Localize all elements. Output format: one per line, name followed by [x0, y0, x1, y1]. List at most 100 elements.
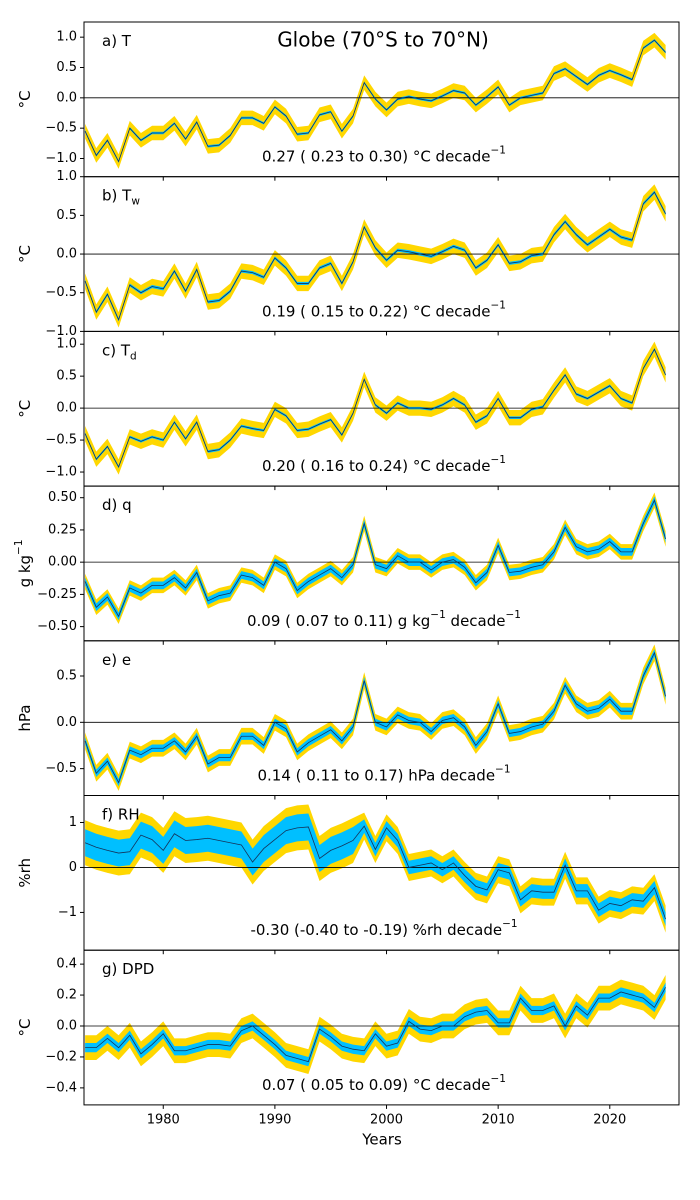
y-tick-label: −1.0	[45, 151, 77, 166]
trend-annotation-part: 0.07 ( 0.05 to 0.09) °C decade	[262, 1075, 490, 1093]
trend-annotation-part: −1	[491, 454, 506, 466]
panel-label-part: c) T	[102, 341, 131, 359]
y-axis-label-part: hPa	[16, 705, 34, 732]
panel-label: a) T	[102, 32, 132, 50]
trend-annotation-part: 0.19 ( 0.15 to 0.22) °C decade	[262, 302, 490, 320]
y-tick-label: −0.5	[45, 433, 77, 448]
panel-label: f) RH	[102, 805, 140, 823]
y-tick-label: 0.4	[56, 957, 77, 972]
y-axis-label-part: °C	[16, 245, 34, 263]
y-tick-label: 1	[69, 815, 77, 830]
y-tick-label: 0.50	[48, 490, 77, 505]
trend-annotation: 0.20 ( 0.16 to 0.24) °C decade−1	[262, 454, 506, 475]
trend-annotation: 0.27 ( 0.23 to 0.30) °C decade−1	[262, 145, 506, 166]
trend-annotation: -0.30 (-0.40 to -0.19) %rh decade−1	[250, 918, 517, 939]
inner-band	[85, 496, 666, 621]
trend-annotation-part: −1	[430, 609, 445, 621]
panel-label-part: w	[131, 196, 140, 208]
trend-annotation-part: 0.09 ( 0.07 to 0.11) g kg	[247, 611, 430, 629]
panel-label: g) DPD	[102, 960, 154, 978]
y-axis-label-part: %rh	[16, 858, 34, 888]
inner-band	[85, 982, 666, 1067]
y-tick-label: −1.0	[45, 465, 77, 480]
x-tick-label: 2020	[593, 1112, 626, 1127]
y-tick-label: −1.0	[45, 324, 77, 339]
y-axis-label: g kg−1	[13, 539, 34, 587]
panel-label-part: a) T	[102, 32, 132, 50]
y-tick-label: 0.2	[56, 988, 77, 1003]
trend-annotation-part: −1	[491, 1073, 506, 1085]
y-axis-label-part: °C	[16, 1019, 34, 1037]
x-axis-label: Years	[361, 1131, 402, 1149]
y-tick-label: −0.2	[45, 1049, 77, 1064]
y-tick-label: 1.0	[56, 337, 77, 352]
trend-annotation-part: −1	[502, 918, 517, 930]
y-axis-label-part: °C	[16, 90, 34, 108]
data-line	[84, 825, 666, 920]
panel-label-part: e) e	[102, 650, 131, 668]
inner-band	[85, 649, 666, 787]
y-tick-label: 1.0	[56, 30, 77, 45]
y-tick-label: −0.5	[45, 761, 77, 776]
panel-label-part: g) DPD	[102, 960, 154, 978]
y-tick-label: 0.5	[56, 60, 77, 75]
trend-annotation: 0.09 ( 0.07 to 0.11) g kg−1 decade−1	[247, 609, 521, 630]
trend-annotation-part: 0.14 ( 0.11 to 0.17) hPa decade	[257, 766, 495, 784]
y-tick-label: −1	[58, 905, 77, 920]
trend-annotation-part: 0.27 ( 0.23 to 0.30) °C decade	[262, 147, 490, 165]
y-tick-label: −0.4	[45, 1080, 77, 1095]
trend-annotation-part: −1	[495, 764, 510, 776]
y-tick-label: 0.25	[48, 522, 77, 537]
y-tick-label: 0.00	[48, 555, 77, 570]
y-axis-label: °C	[16, 400, 34, 418]
trend-annotation-part: −1	[506, 609, 521, 621]
y-tick-label: 0	[69, 860, 77, 875]
y-tick-label: 0.0	[56, 247, 77, 262]
y-tick-label: −0.50	[37, 619, 77, 634]
y-tick-label: −0.5	[45, 285, 77, 300]
y-axis-label: °C	[16, 245, 34, 263]
inner-band	[85, 813, 666, 926]
y-tick-label: 0.0	[56, 715, 77, 730]
y-tick-label: −0.5	[45, 121, 77, 136]
y-tick-label: 0.5	[56, 669, 77, 684]
outer-band	[85, 974, 666, 1074]
trend-annotation: 0.07 ( 0.05 to 0.09) °C decade−1	[262, 1073, 506, 1094]
y-tick-label: 0.5	[56, 208, 77, 223]
y-axis-label: °C	[16, 90, 34, 108]
outer-band	[85, 492, 666, 625]
y-tick-label: 0.0	[56, 401, 77, 416]
y-axis-label: °C	[16, 1019, 34, 1037]
data-line	[84, 499, 666, 618]
y-axis-label: hPa	[16, 705, 34, 732]
y-tick-label: 1.0	[56, 169, 77, 184]
trend-annotation-part: -0.30 (-0.40 to -0.19) %rh decade	[250, 921, 502, 939]
x-tick-label: 2010	[482, 1112, 515, 1127]
y-tick-label: 0.0	[56, 90, 77, 105]
x-tick-label: 1980	[147, 1112, 180, 1127]
data-line	[84, 651, 666, 784]
x-tick-label: 2000	[370, 1112, 403, 1127]
y-axis-label-part: °C	[16, 400, 34, 418]
data-line	[85, 987, 666, 1063]
trend-annotation-part: −1	[491, 299, 506, 311]
panel-label: d) q	[102, 496, 132, 514]
trend-annotation-part: −1	[491, 145, 506, 157]
y-tick-label: 0.5	[56, 369, 77, 384]
data-line	[84, 39, 666, 163]
trend-annotation: 0.19 ( 0.15 to 0.22) °C decade−1	[262, 299, 506, 320]
panel-label: b) Tw	[102, 186, 140, 208]
panel-label-part: d	[130, 350, 137, 362]
panel-label-part: d) q	[102, 496, 132, 514]
panel-label: c) Td	[102, 341, 137, 363]
y-tick-label: 0.0	[56, 1019, 77, 1034]
panel-label-part: b) T	[102, 186, 132, 204]
trend-annotation: 0.14 ( 0.11 to 0.17) hPa decade−1	[257, 764, 510, 785]
panel-frame	[83, 949, 680, 1106]
y-axis-label-part: g kg	[16, 555, 34, 588]
x-tick-label: 1990	[258, 1112, 291, 1127]
data-line	[84, 191, 666, 321]
chart-title: Globe (70°S to 70°N)	[277, 28, 489, 52]
